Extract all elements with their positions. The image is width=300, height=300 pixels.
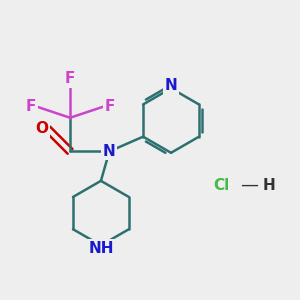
- Text: F: F: [65, 71, 75, 86]
- Text: N: N: [103, 144, 116, 159]
- Text: H: H: [263, 178, 276, 193]
- Text: —: —: [241, 176, 259, 194]
- Text: N: N: [165, 78, 177, 93]
- Text: F: F: [104, 99, 115, 114]
- Text: NH: NH: [88, 241, 114, 256]
- Text: Cl: Cl: [213, 178, 230, 193]
- Text: O: O: [35, 122, 49, 136]
- Text: F: F: [26, 99, 36, 114]
